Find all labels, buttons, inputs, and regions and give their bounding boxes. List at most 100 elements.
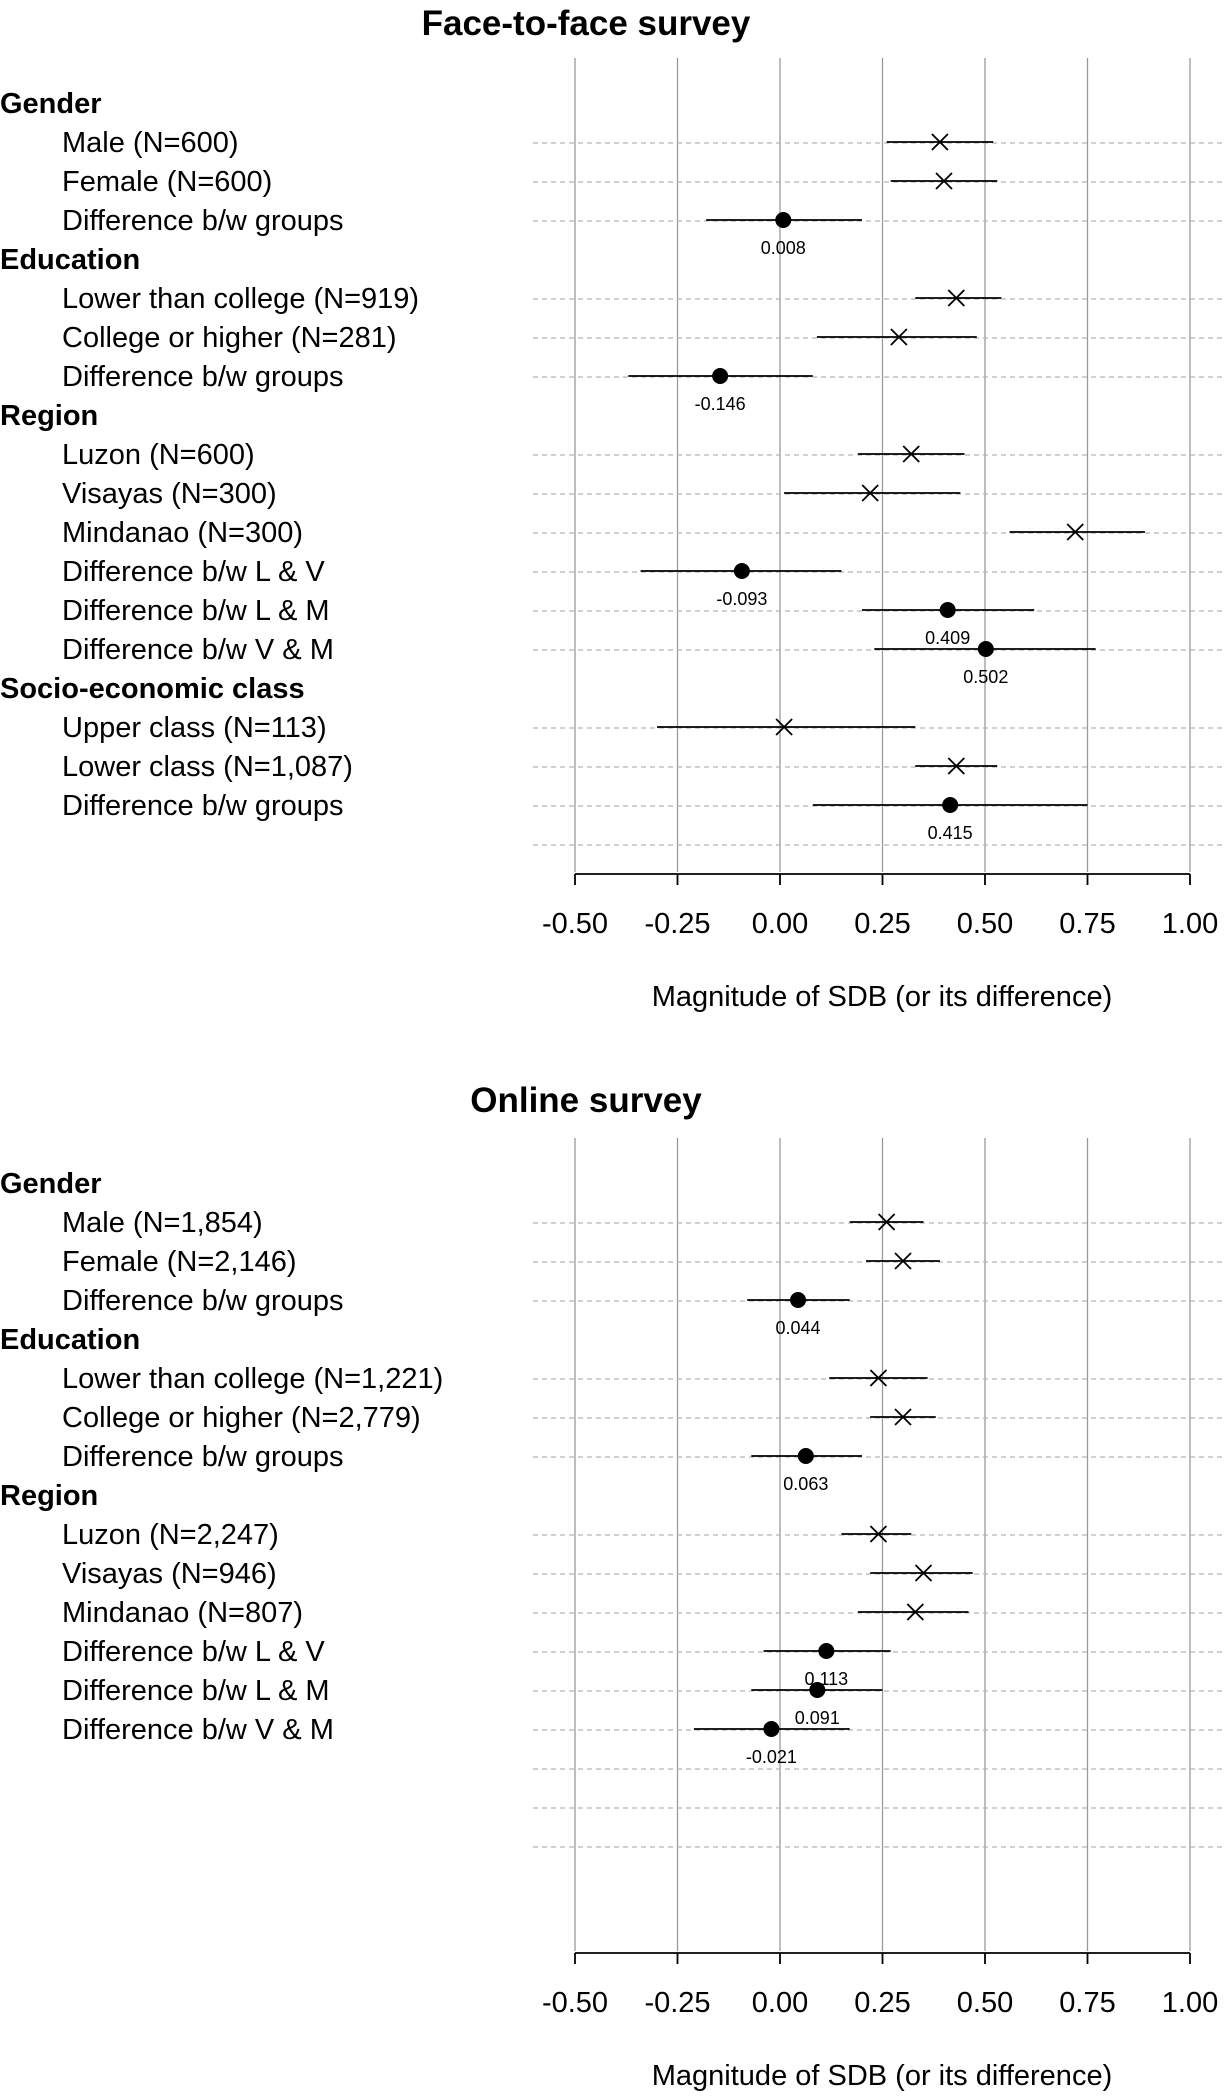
marker-stroke — [935, 172, 953, 190]
estimate-marker-x — [935, 172, 953, 190]
data-label: -0.021 — [746, 1747, 797, 1767]
row-label: Lower than college (N=919) — [62, 283, 419, 315]
panel-face-to-face: Face-to-face survey Gender Male (N=600) Fem… — [0, 4, 1225, 1013]
estimate-marker-x — [894, 1252, 912, 1270]
marker-stroke — [894, 1252, 912, 1270]
row-label: Difference b/w groups — [62, 361, 344, 393]
chart-title: Face-to-face survey — [422, 4, 751, 43]
x-tick-label: 0.50 — [957, 908, 1013, 940]
marker-stroke — [947, 289, 965, 307]
x-tick-label: 1.00 — [1162, 908, 1218, 940]
x-tick-label: 0.75 — [1059, 1987, 1115, 2019]
row-label: Visayas (N=300) — [62, 478, 277, 510]
difference-point — [797, 1448, 814, 1464]
data-label: 0.044 — [776, 1318, 821, 1338]
x-tick-label: -0.50 — [542, 908, 608, 940]
x-tick-label: -0.50 — [542, 1987, 608, 2019]
group-header: Education — [0, 244, 140, 276]
row-label: College or higher (N=281) — [62, 322, 397, 354]
difference-point — [775, 212, 792, 228]
row-label: Difference b/w groups — [62, 790, 344, 822]
difference-point — [733, 563, 750, 579]
row-label: Lower than college (N=1,221) — [62, 1363, 443, 1395]
marker-stroke — [869, 1525, 888, 1543]
row-label: Difference b/w groups — [62, 205, 344, 237]
marker-stroke — [894, 1408, 912, 1426]
marker-stroke — [947, 757, 965, 775]
difference-point — [809, 1682, 826, 1698]
x-axis-label: Magnitude of SDB (or its difference) — [652, 2060, 1112, 2092]
x-tick-label: 0.75 — [1059, 908, 1115, 940]
group-header: Region — [0, 400, 98, 432]
estimate-marker-x — [861, 484, 879, 502]
estimate-marker-x — [775, 718, 793, 736]
row-label: Difference b/w L & M — [62, 1675, 330, 1707]
estimate-marker-x — [869, 1369, 888, 1387]
row-label: College or higher (N=2,779) — [62, 1402, 421, 1434]
data-label: 0.409 — [925, 628, 970, 648]
difference-point — [942, 797, 959, 813]
row-label: Female (N=600) — [62, 166, 272, 198]
marker-stroke — [861, 484, 879, 502]
x-tick-label: 0.25 — [854, 1987, 910, 2019]
x-tick-label: 1.00 — [1162, 1987, 1218, 2019]
row-label: Lower class (N=1,087) — [62, 751, 353, 783]
x-tick-label: 0.25 — [854, 908, 910, 940]
row-label: Mindanao (N=807) — [62, 1597, 303, 1629]
estimate-marker-x — [894, 1408, 912, 1426]
group-header: Region — [0, 1480, 98, 1512]
x-tick-label: -0.25 — [644, 1987, 710, 2019]
marker-stroke — [931, 133, 949, 151]
marker-stroke — [869, 1369, 888, 1387]
group-header: Gender — [0, 88, 102, 120]
row-label: Upper class (N=113) — [62, 712, 327, 744]
row-label: Difference b/w V & M — [62, 634, 334, 666]
data-label: 0.415 — [928, 823, 973, 843]
estimate-marker-x — [890, 328, 908, 346]
row-label: Difference b/w V & M — [62, 1714, 334, 1746]
marker-stroke — [902, 445, 920, 463]
data-label: 0.063 — [783, 1474, 828, 1494]
estimate-marker-x — [947, 289, 965, 307]
row-label: Visayas (N=946) — [62, 1558, 277, 1590]
panel-online: Online survey Gender Male (N=1,854) Female … — [0, 1081, 1225, 2092]
x-tick-label: -0.25 — [644, 908, 710, 940]
marker-stroke — [877, 1213, 896, 1231]
group-header: Socio-economic class — [0, 673, 305, 705]
data-label: 0.091 — [795, 1708, 840, 1728]
estimate-marker-x — [914, 1564, 933, 1582]
difference-point — [818, 1643, 835, 1659]
marker-stroke — [906, 1603, 924, 1621]
marker-stroke — [890, 328, 908, 346]
difference-point — [790, 1292, 807, 1308]
row-label: Difference b/w L & M — [62, 595, 330, 627]
marker-stroke — [775, 718, 793, 736]
data-label: 0.008 — [761, 238, 806, 258]
data-label: 0.502 — [963, 667, 1008, 687]
row-label: Luzon (N=2,247) — [62, 1519, 279, 1551]
difference-point — [939, 602, 956, 618]
x-tick-label: 0.00 — [752, 908, 808, 940]
row-label: Male (N=600) — [62, 127, 239, 159]
row-label: Difference b/w L & V — [62, 1636, 325, 1668]
difference-point — [712, 368, 729, 384]
row-label: Difference b/w L & V — [62, 556, 325, 588]
row-label: Difference b/w groups — [62, 1441, 344, 1473]
data-label: -0.146 — [695, 394, 746, 414]
row-label: Difference b/w groups — [62, 1285, 344, 1317]
x-tick-label: 0.50 — [957, 1987, 1013, 2019]
estimate-marker-x — [947, 757, 965, 775]
x-tick-label: 0.00 — [752, 1987, 808, 2019]
estimate-marker-x — [869, 1525, 888, 1543]
group-header: Education — [0, 1324, 140, 1356]
row-label: Female (N=2,146) — [62, 1246, 297, 1278]
difference-point — [977, 641, 994, 657]
difference-point — [763, 1721, 780, 1737]
estimate-marker-x — [906, 1603, 924, 1621]
marker-stroke — [1066, 523, 1084, 541]
chart-title: Online survey — [470, 1081, 702, 1120]
row-label: Luzon (N=600) — [62, 439, 255, 471]
row-label: Male (N=1,854) — [62, 1207, 263, 1239]
data-label: -0.093 — [716, 589, 767, 609]
estimate-marker-x — [1066, 523, 1084, 541]
